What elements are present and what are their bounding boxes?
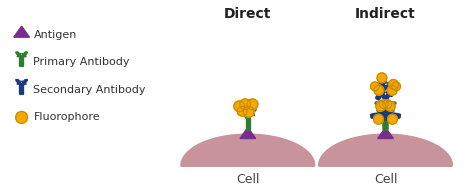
Circle shape xyxy=(234,101,245,112)
Text: Antigen: Antigen xyxy=(33,30,77,40)
Circle shape xyxy=(243,106,254,117)
Circle shape xyxy=(387,85,397,95)
Circle shape xyxy=(374,85,384,95)
Circle shape xyxy=(16,112,27,123)
Polygon shape xyxy=(181,134,315,166)
Circle shape xyxy=(377,73,387,83)
Circle shape xyxy=(388,80,398,89)
Polygon shape xyxy=(14,26,29,37)
Circle shape xyxy=(385,101,395,111)
Circle shape xyxy=(374,114,383,124)
Text: Primary Antibody: Primary Antibody xyxy=(33,57,130,67)
Circle shape xyxy=(388,114,398,124)
Circle shape xyxy=(392,82,401,91)
Circle shape xyxy=(376,101,386,111)
Circle shape xyxy=(379,100,388,109)
Circle shape xyxy=(240,99,251,110)
Polygon shape xyxy=(319,134,452,166)
Circle shape xyxy=(237,106,247,116)
Polygon shape xyxy=(240,127,255,139)
Text: Indirect: Indirect xyxy=(355,7,416,21)
Text: Fluorophore: Fluorophore xyxy=(33,112,100,122)
Text: Cell: Cell xyxy=(374,173,397,186)
Circle shape xyxy=(247,99,258,110)
Text: Cell: Cell xyxy=(236,173,260,186)
Circle shape xyxy=(371,82,379,91)
Text: Direct: Direct xyxy=(224,7,272,21)
Text: Secondary Antibody: Secondary Antibody xyxy=(33,85,146,95)
Polygon shape xyxy=(378,127,393,139)
Circle shape xyxy=(383,100,392,109)
